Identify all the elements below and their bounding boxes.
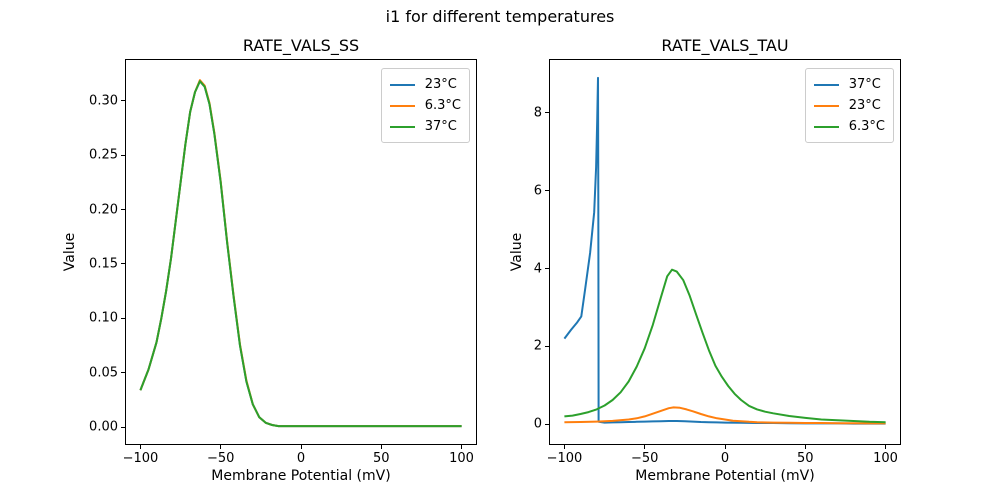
series-line-6.3°C <box>564 268 886 424</box>
legend-entry: 37°C <box>813 74 885 95</box>
legend-line-sample <box>389 125 415 128</box>
x-tick-mark <box>724 444 726 449</box>
x-tick-label: 0 <box>296 451 306 466</box>
legend-label: 37°C <box>424 119 457 134</box>
y-tick-label: 0.00 <box>89 419 118 435</box>
y-tick-mark <box>545 345 550 347</box>
y-tick-mark <box>545 268 550 270</box>
legend-entry: 6.3°C <box>813 116 885 137</box>
x-tick-mark <box>139 444 141 449</box>
y-tick-mark <box>545 190 550 192</box>
y-tick-mark <box>121 426 126 428</box>
x-tick-mark <box>461 444 463 449</box>
legend-label: 6.3°C <box>424 98 461 113</box>
legend: 23°C 6.3°C 37°C <box>380 68 470 143</box>
y-tick-label: 0.05 <box>89 365 118 381</box>
legend-line-sample <box>813 104 839 107</box>
legend-line-sample <box>389 83 415 86</box>
x-axis-label-left: Membrane Potential (mV) <box>211 468 391 484</box>
legend-line-sample <box>813 125 839 128</box>
x-tick-label: 50 <box>372 451 390 466</box>
y-tick-mark <box>545 423 550 425</box>
y-tick-mark <box>121 263 126 265</box>
y-tick-mark <box>121 372 126 374</box>
legend-label: 23°C <box>848 98 881 113</box>
y-tick-mark <box>121 100 126 102</box>
y-tick-mark <box>121 154 126 156</box>
legend-label: 6.3°C <box>848 119 885 134</box>
x-tick-mark <box>300 444 302 449</box>
x-tick-mark <box>220 444 222 449</box>
legend-entry: 23°C <box>813 95 885 116</box>
y-tick-mark <box>545 112 550 114</box>
y-tick-mark <box>121 209 126 211</box>
series-line-37°C <box>139 80 462 428</box>
curves-canvas <box>563 76 886 425</box>
x-tick-label: −100 <box>546 451 583 466</box>
figure-title: i1 for different temperatures <box>385 7 615 26</box>
y-tick-label: 0.25 <box>89 147 118 163</box>
x-tick-label: 0 <box>720 451 730 466</box>
plot-title-rate-vals-ss: RATE_VALS_SS <box>242 36 360 55</box>
y-axis-label-left: Value <box>62 232 78 272</box>
x-tick-mark <box>563 444 565 449</box>
legend: 37°C 23°C 6.3°C <box>804 68 894 143</box>
x-tick-label: 100 <box>449 451 474 466</box>
y-tick-label: 0 <box>533 416 542 432</box>
y-axis-label-right: Value <box>509 232 525 272</box>
x-tick-mark <box>804 444 806 449</box>
legend-line-sample <box>389 104 415 107</box>
axes-rate-vals-tau: −100 −50 0 50 100 0 2 4 6 8 37°C 23°C 6.3°C <box>534 59 901 465</box>
y-tick-label: 0.30 <box>89 93 118 109</box>
x-tick-mark <box>885 444 887 449</box>
legend-label: 23°C <box>424 77 457 92</box>
y-tick-label: 2 <box>533 338 542 354</box>
axes-rate-vals-ss: −100 −50 0 50 100 0.00 0.05 0.10 0.15 0.20 0.25 0.3… <box>89 59 477 465</box>
x-tick-label: 50 <box>796 451 814 466</box>
y-tick-label: 6 <box>533 183 542 199</box>
legend-line-sample <box>813 83 839 86</box>
series-line-23°C <box>564 406 886 425</box>
y-tick-label: 0.20 <box>89 202 118 218</box>
x-tick-label: 100 <box>873 451 898 466</box>
legend-label: 37°C <box>848 77 881 92</box>
y-tick-label: 8 <box>533 105 542 121</box>
x-tick-label: −100 <box>122 451 159 466</box>
legend-entry: 23°C <box>389 74 461 95</box>
x-tick-mark <box>644 444 646 449</box>
x-tick-label: −50 <box>631 451 659 466</box>
y-tick-label: 0.15 <box>89 256 118 272</box>
y-tick-mark <box>121 317 126 319</box>
plot-title-rate-vals-tau: RATE_VALS_TAU <box>661 36 789 55</box>
y-tick-label: 0.10 <box>89 310 118 326</box>
legend-entry: 37°C <box>389 116 461 137</box>
x-tick-label: −50 <box>207 451 235 466</box>
x-axis-label-right: Membrane Potential (mV) <box>635 468 815 484</box>
x-tick-mark <box>380 444 382 449</box>
legend-entry: 6.3°C <box>389 95 461 116</box>
curves-canvas <box>139 79 462 428</box>
y-tick-label: 4 <box>533 261 542 277</box>
